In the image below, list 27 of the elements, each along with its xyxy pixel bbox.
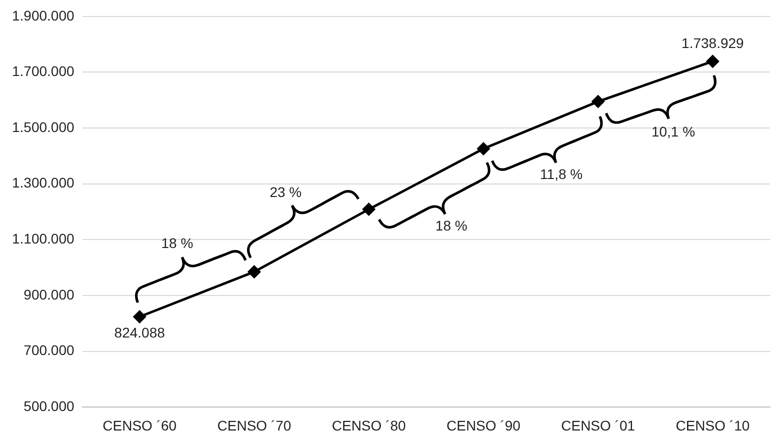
y-tick-label: 700.000 — [24, 342, 74, 358]
point — [362, 203, 376, 216]
y-tick-label: 1.300.000 — [12, 174, 74, 191]
x-tick-label: CENSO ´70 — [217, 417, 292, 434]
annotation: 10,1 % — [651, 123, 696, 140]
x-tick-label: CENSO ´80 — [332, 417, 406, 434]
y-tick-label: 1.100.000 — [12, 230, 74, 247]
y-tick-label: 1.700.000 — [12, 63, 74, 80]
point — [706, 55, 719, 68]
point — [133, 310, 146, 323]
x-tick-label: CENSO ´01 — [561, 417, 636, 434]
y-tick-label: 500.000 — [24, 398, 74, 414]
data-label: 824.088 — [114, 324, 166, 341]
point — [248, 266, 260, 278]
annotation: 18 % — [435, 218, 468, 234]
x-tick-label: CENSO ´90 — [446, 417, 521, 434]
data-label: 1.738.929 — [682, 35, 744, 52]
annotation: 11,8 % — [540, 166, 583, 182]
point — [477, 142, 490, 155]
y-tick-label: 900.000 — [24, 286, 74, 302]
y-tick-label: 1.500.000 — [12, 118, 74, 135]
y-tick-label: 1.900.000 — [12, 7, 74, 24]
point — [592, 95, 604, 108]
annotation: 23 % — [270, 184, 302, 200]
x-tick-label: CENSO ´60 — [102, 417, 177, 434]
annotation: 18 % — [161, 234, 194, 251]
x-tick-label: CENSO ´10 — [676, 417, 750, 434]
